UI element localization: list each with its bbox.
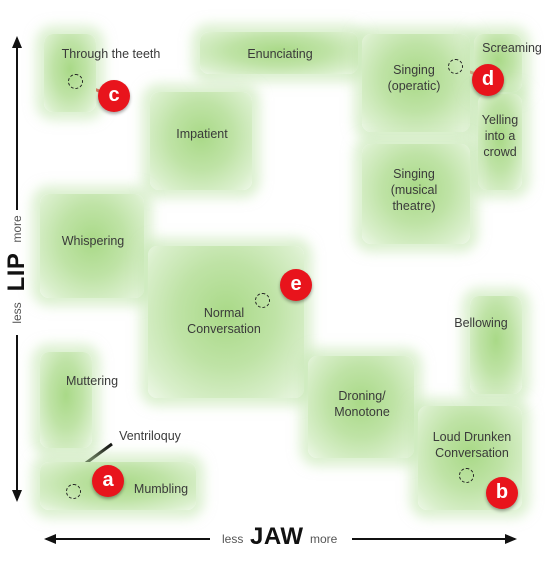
dashed-circle-a (66, 484, 81, 499)
region-whispering-box (40, 194, 144, 298)
region-label-singing-musical-theatre: Singing (musical theatre) (390, 167, 438, 213)
region-label-mumbling: Mumbling (133, 482, 189, 496)
region-label-screaming: Screaming (482, 41, 542, 55)
lip-axis-less: less (10, 302, 24, 324)
lip-axis-more: more (10, 215, 24, 243)
region-label-bellowing: Bellowing (454, 316, 508, 330)
jaw-axis-less: less (222, 532, 244, 546)
lip-axis-title: LIP (3, 252, 30, 292)
region-yelling-box (478, 94, 522, 190)
region-droning-box (308, 356, 414, 458)
marker-badge-d: d (472, 64, 504, 96)
region-through-the-teeth-box (44, 34, 96, 112)
dashed-circle-b (459, 468, 474, 483)
region-label-impatient: Impatient (176, 127, 228, 141)
dashed-circle-e (255, 293, 270, 308)
region-singing-musical-theatre-box (362, 144, 470, 244)
region-label-muttering: Muttering (65, 374, 119, 388)
dashed-circle-c (68, 74, 83, 89)
region-bellowing-box (470, 296, 522, 394)
jaw-axis-more: more (310, 532, 338, 546)
annotation-ventriloquy: Ventriloquy (119, 429, 181, 443)
region-label-singing-operatic: Singing (operatic) (387, 63, 441, 93)
marker-badge-b: b (486, 477, 518, 509)
region-normal-conversation-box (148, 246, 304, 398)
marker-badge-e: e (280, 269, 312, 301)
marker-badge-c: c (98, 80, 130, 112)
region-enunciating-box (200, 32, 358, 74)
region-label-enunciating: Enunciating (247, 47, 313, 61)
dashed-circle-d (448, 59, 463, 74)
region-label-through-the-teeth: Through the teeth (61, 47, 161, 61)
jaw-axis-title: JAW (250, 523, 304, 550)
region-label-droning-monotone: Droning/ Monotone (334, 389, 390, 419)
region-label-whispering: Whispering (61, 234, 125, 248)
marker-badge-a: a (92, 465, 124, 497)
region-muttering-box (40, 352, 92, 448)
region-impatient-box (150, 92, 252, 190)
region-label-normal-conversation: Normal Conversation (187, 306, 261, 336)
region-label-yelling-into-a-crowd: Yelling into a crowd (481, 113, 519, 159)
region-label-loud-drunken-conversation: Loud Drunken Conversation (432, 430, 512, 460)
region-singing-operatic-box (362, 34, 470, 132)
